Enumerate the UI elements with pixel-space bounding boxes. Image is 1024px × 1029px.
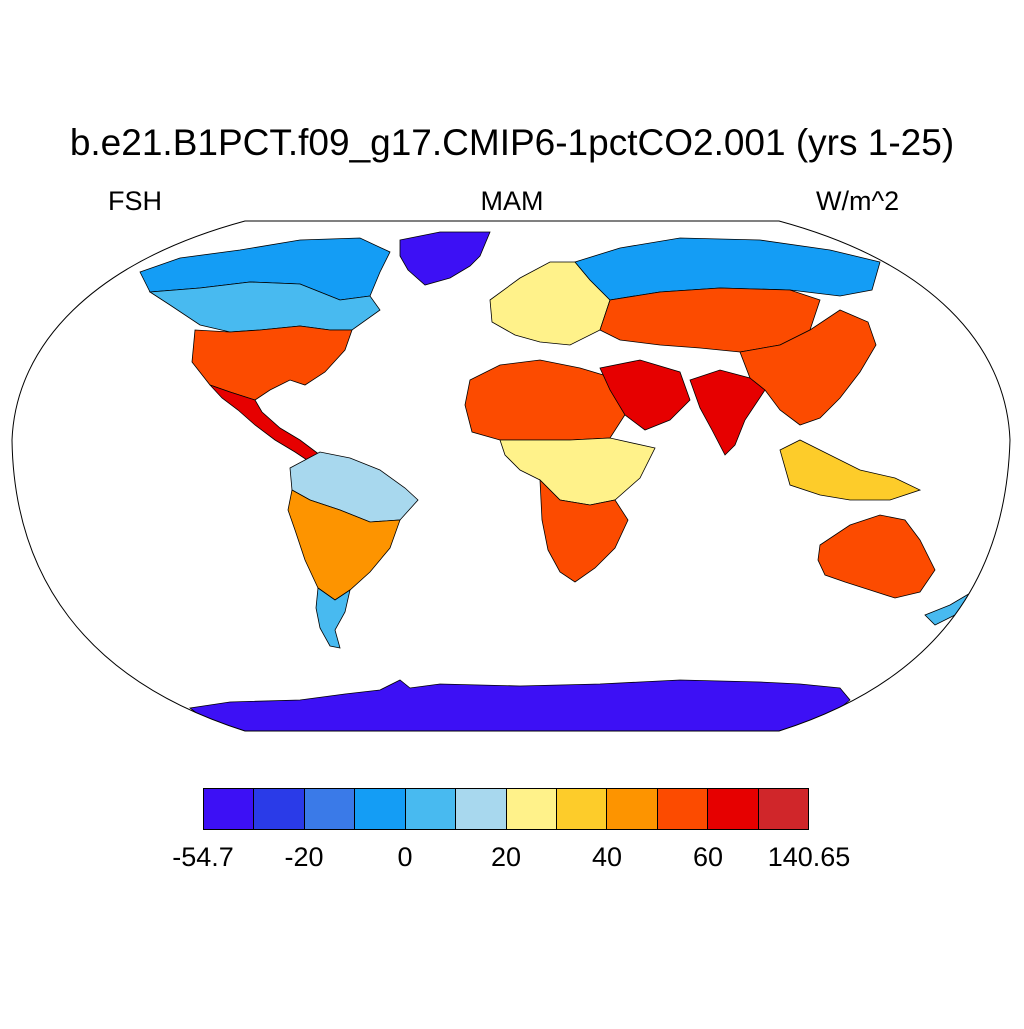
map-boundary	[11, 220, 1011, 732]
colorbar-segment	[657, 789, 709, 829]
map-land	[139, 231, 976, 731]
colorbar-segment	[758, 789, 809, 829]
colorbar-segment	[304, 789, 356, 829]
colorbar-tick-label: 60	[692, 842, 724, 872]
colorbar-tick-label: -54.7	[172, 842, 234, 872]
variable-label: FSH	[108, 186, 162, 216]
region-southern-south-america	[287, 489, 401, 601]
colorbar-segment	[506, 789, 557, 829]
colorbar-tick-label: 140.65	[767, 842, 851, 872]
season-label: MAM	[480, 186, 544, 216]
region-arabia	[599, 359, 691, 431]
colorbar	[203, 788, 809, 830]
colorbar-tick-label: 0	[397, 842, 413, 872]
region-antarctica	[189, 679, 851, 731]
colorbar-segment	[355, 789, 406, 829]
plot-title: b.e21.B1PCT.f09_g17.CMIP6-1pctCO2.001 (y…	[69, 122, 955, 163]
colorbar-tick-label: 40	[591, 842, 623, 872]
region-central-africa	[499, 437, 656, 506]
colorbar-segment	[607, 789, 658, 829]
units-label: W/m^2	[816, 186, 900, 216]
region-china	[739, 309, 877, 426]
colorbar-tick-label: 20	[490, 842, 522, 872]
region-australia	[817, 514, 936, 599]
region-patagonia	[315, 587, 351, 649]
region-mexico-central-america	[209, 384, 321, 463]
colorbar-tick-label: -20	[284, 842, 324, 872]
colorbar-segment	[254, 789, 305, 829]
region-india	[689, 369, 766, 456]
region-greenland	[399, 231, 491, 286]
colorbar-segment	[708, 789, 759, 829]
colorbar-segment	[456, 789, 507, 829]
region-southeast-asia	[779, 439, 922, 501]
colorbar-segment	[204, 789, 255, 829]
colorbar-segment	[405, 789, 457, 829]
colorbar-segment	[556, 789, 608, 829]
region-southern-africa	[539, 478, 629, 583]
